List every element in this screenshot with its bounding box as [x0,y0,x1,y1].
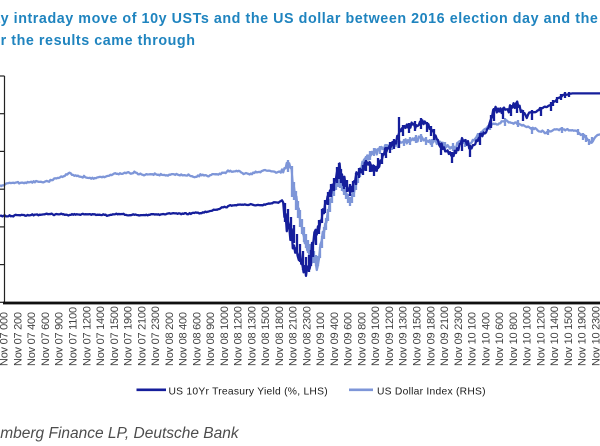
svg-text:Nov 07 1400: Nov 07 1400 [95,306,107,366]
svg-text:Nov 09 100: Nov 09 100 [315,312,327,366]
svg-text:Nov 10 800: Nov 10 800 [508,312,520,366]
svg-text:Nov 09 2100: Nov 09 2100 [439,306,451,366]
svg-text:Nov 08 1800: Nov 08 1800 [274,306,286,366]
svg-text:Nov 07 1900: Nov 07 1900 [123,306,135,366]
svg-text:Nov 08 2100: Nov 08 2100 [288,306,300,366]
svg-text:Nov 10 100: Nov 10 100 [467,312,479,366]
svg-text:Nov 10 1400: Nov 10 1400 [549,306,561,366]
svg-text:Nov 10 1900: Nov 10 1900 [577,306,589,366]
svg-text:Nov 09 1300: Nov 09 1300 [398,306,410,366]
svg-text:Nov 08 1000: Nov 08 1000 [219,306,231,366]
svg-text:US Dollar Index (RHS): US Dollar Index (RHS) [377,386,486,397]
svg-text:Nov 07 1200: Nov 07 1200 [81,306,93,366]
svg-text:Nov 10 1200: Nov 10 1200 [535,306,547,366]
svg-text:Nov 08 1300: Nov 08 1300 [246,306,258,366]
svg-text:Nov 08 600: Nov 08 600 [191,312,203,366]
svg-text:Nov 07 000: Nov 07 000 [0,312,11,366]
svg-text:Nov 09 1800: Nov 09 1800 [425,306,437,366]
svg-text:Nov 07 900: Nov 07 900 [54,312,66,366]
svg-text:Nov 09 2300: Nov 09 2300 [453,306,465,366]
svg-text:Nov 10 1000: Nov 10 1000 [522,306,534,366]
svg-text:Nov 09 1000: Nov 09 1000 [370,306,382,366]
svg-text:Nov 07 600: Nov 07 600 [40,312,52,366]
svg-text:Nov 10 600: Nov 10 600 [494,312,506,366]
svg-text:Nov 08 400: Nov 08 400 [178,312,190,366]
svg-text:Nov 07 200: Nov 07 200 [13,312,25,366]
svg-text:Nov 08 900: Nov 08 900 [205,312,217,366]
svg-text:Nov 09 1500: Nov 09 1500 [412,306,424,366]
svg-text:Nov 07 1500: Nov 07 1500 [109,306,121,366]
svg-text:Nov 09 600: Nov 09 600 [343,312,355,366]
svg-text:Nov 07 400: Nov 07 400 [26,312,38,366]
svg-text:Nov 08 2300: Nov 08 2300 [301,306,313,366]
svg-text:Nov 09 800: Nov 09 800 [357,312,369,366]
svg-text:Nov 08 1500: Nov 08 1500 [260,306,272,366]
svg-text:Nov 09 1200: Nov 09 1200 [384,306,396,366]
svg-text:Nov 08 1200: Nov 08 1200 [233,306,245,366]
svg-text:Nov 10 400: Nov 10 400 [480,312,492,366]
svg-text:Nov 07 2300: Nov 07 2300 [150,306,162,366]
svg-text:US 10Yr Treasury Yield (%, LHS: US 10Yr Treasury Yield (%, LHS) [169,386,328,397]
svg-text:Nov 09 400: Nov 09 400 [329,312,341,366]
svg-text:Nov 10 2300: Nov 10 2300 [590,306,600,366]
svg-text:Nov 10 1500: Nov 10 1500 [563,306,575,366]
svg-text:Nov 07 1100: Nov 07 1100 [68,307,80,366]
svg-text:Nov 07 2100: Nov 07 2100 [136,306,148,366]
svg-text:Nov 08 200: Nov 08 200 [164,312,176,366]
